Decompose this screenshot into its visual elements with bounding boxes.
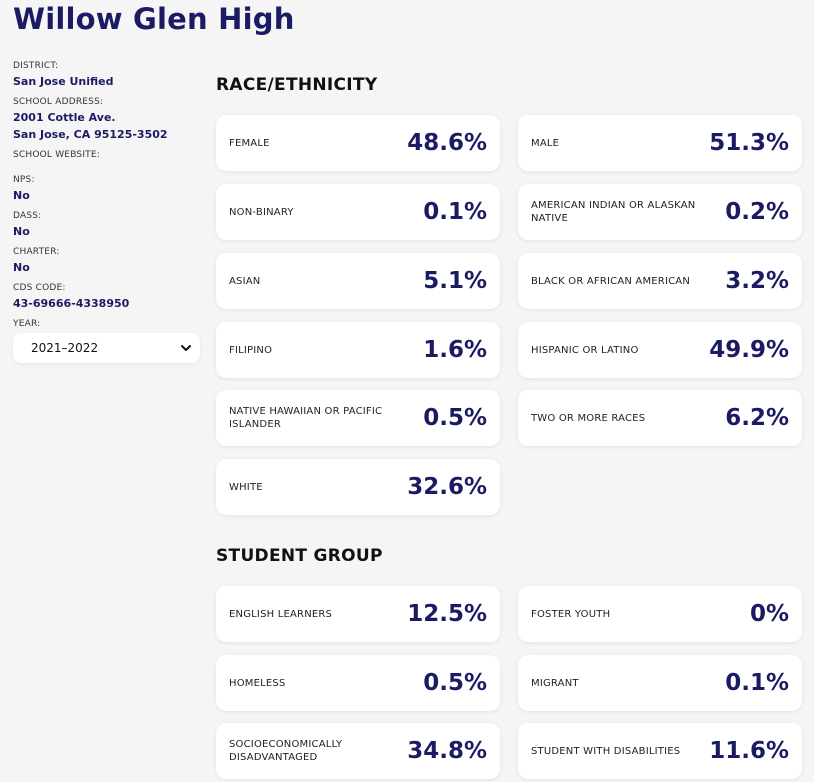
dass-label: DASS: <box>13 211 42 221</box>
stat-label: SOCIOECONOMICALLY DISADVANTAGED <box>229 739 343 763</box>
stat-value: 12.5% <box>407 601 487 627</box>
stat-value: 32.6% <box>407 474 487 500</box>
stat-value: 0.2% <box>725 199 789 225</box>
stat-value: 51.3% <box>709 130 789 156</box>
stat-value: 48.6% <box>407 130 487 156</box>
stat-label: WHITE <box>229 481 263 493</box>
stat-label: BLACK OR AFRICAN AMERICAN <box>531 275 691 287</box>
charter-value: No <box>13 261 30 274</box>
stat-label: TWO OR MORE RACES <box>531 412 646 424</box>
stat-label: NON-BINARY <box>229 206 294 218</box>
stat-card-black: BLACK OR AFRICAN AMERICAN 3.2% <box>518 253 802 309</box>
stat-value: 0.1% <box>423 199 487 225</box>
race-ethnicity-heading: RACE/ETHNICITY <box>216 75 378 95</box>
stat-label: ENGLISH LEARNERS <box>229 608 333 620</box>
stat-card-students-with-disabilities: STUDENT WITH DISABILITIES 11.6% <box>518 723 802 779</box>
stat-card-non-binary: NON-BINARY 0.1% <box>216 184 500 240</box>
stat-label: AMERICAN INDIAN OR ALASKAN NATIVE <box>531 200 696 224</box>
stat-value: 0.5% <box>423 405 487 431</box>
stat-value: 0% <box>749 601 789 627</box>
nps-value: No <box>13 189 30 202</box>
website-label: SCHOOL WEBSITE: <box>13 150 100 160</box>
school-info-sidebar: DISTRICT: San Jose Unified SCHOOL ADDRES… <box>13 60 203 363</box>
stat-label: ASIAN <box>229 275 261 287</box>
stat-card-asian: ASIAN 5.1% <box>216 253 500 309</box>
stat-label: STUDENT WITH DISABILITIES <box>531 745 681 757</box>
stat-card-female: FEMALE 48.6% <box>216 115 500 171</box>
stat-label: HISPANIC OR LATINO <box>531 344 639 356</box>
address-label: SCHOOL ADDRESS: <box>13 97 104 107</box>
stat-card-foster-youth: FOSTER YOUTH 0% <box>518 586 802 642</box>
stat-value: 49.9% <box>709 337 789 363</box>
charter-label: CHARTER: <box>13 247 60 257</box>
stat-card-male: MALE 51.3% <box>518 115 802 171</box>
student-group-heading: STUDENT GROUP <box>216 546 383 566</box>
stat-card-american-indian: AMERICAN INDIAN OR ALASKAN NATIVE 0.2% <box>518 184 802 240</box>
stat-card-socioeconomically-disadvantaged: SOCIOECONOMICALLY DISADVANTAGED 34.8% <box>216 723 500 779</box>
stat-card-filipino: FILIPINO 1.6% <box>216 322 500 378</box>
stat-label: FILIPINO <box>229 344 273 356</box>
year-select-value: 2021–2022 <box>31 341 99 355</box>
stat-card-white: WHITE 32.6% <box>216 459 500 515</box>
year-label: YEAR: <box>13 319 41 329</box>
stat-label: FEMALE <box>229 137 270 149</box>
district-label: DISTRICT: <box>13 61 59 71</box>
address-line2: San Jose, CA 95125-3502 <box>13 128 168 141</box>
stat-label: MIGRANT <box>531 677 579 689</box>
school-title: Willow Glen High <box>13 2 295 36</box>
stat-card-english-learners: ENGLISH LEARNERS 12.5% <box>216 586 500 642</box>
stat-card-migrant: MIGRANT 0.1% <box>518 655 802 711</box>
stat-card-pacific-islander: NATIVE HAWAIIAN OR PACIFIC ISLANDER 0.5% <box>216 390 500 446</box>
cds-code-label: CDS CODE: <box>13 283 66 293</box>
stat-label: NATIVE HAWAIIAN OR PACIFIC ISLANDER <box>229 406 383 430</box>
stat-card-two-or-more: TWO OR MORE RACES 6.2% <box>518 390 802 446</box>
stat-label: FOSTER YOUTH <box>531 608 611 620</box>
stat-value: 0.1% <box>725 670 789 696</box>
address-line1: 2001 Cottle Ave. <box>13 111 116 124</box>
stat-value: 1.6% <box>423 337 487 363</box>
cds-code-value: 43-69666-4338950 <box>13 297 130 310</box>
year-select[interactable]: 2021–2022 <box>13 333 200 363</box>
stat-value: 5.1% <box>423 268 487 294</box>
dass-value: No <box>13 225 30 238</box>
chevron-down-icon <box>181 345 191 351</box>
stat-value: 6.2% <box>725 405 789 431</box>
stat-value: 3.2% <box>725 268 789 294</box>
stat-card-homeless: HOMELESS 0.5% <box>216 655 500 711</box>
district-value: San Jose Unified <box>13 75 114 88</box>
stat-value: 11.6% <box>709 738 789 764</box>
stat-card-hispanic: HISPANIC OR LATINO 49.9% <box>518 322 802 378</box>
nps-label: NPS: <box>13 175 35 185</box>
stat-label: HOMELESS <box>229 677 286 689</box>
stat-value: 0.5% <box>423 670 487 696</box>
stat-label: MALE <box>531 137 560 149</box>
stat-value: 34.8% <box>407 738 487 764</box>
